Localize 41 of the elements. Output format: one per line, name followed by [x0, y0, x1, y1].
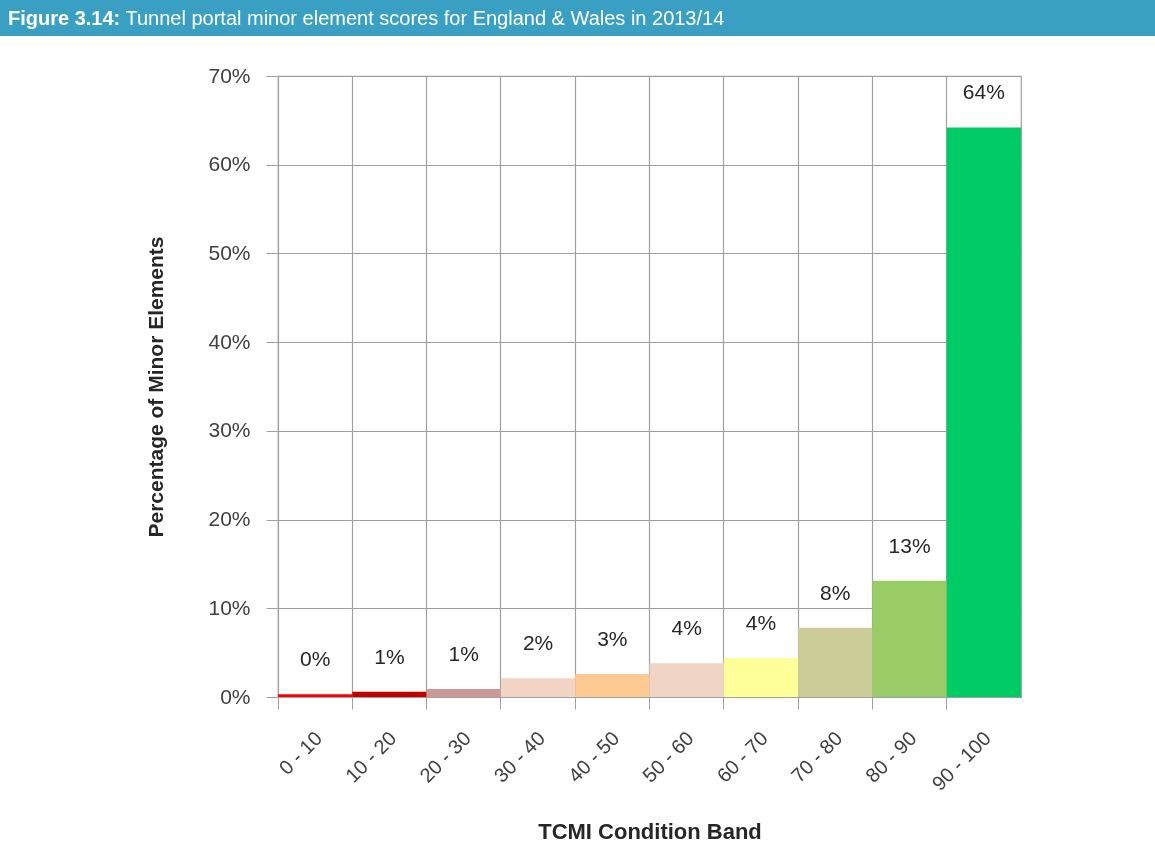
bar — [278, 694, 353, 697]
bar — [946, 127, 1021, 697]
y-tick-label: 10% — [208, 595, 251, 619]
y-tick-label: 70% — [208, 63, 251, 87]
y-tick-label: 20% — [208, 507, 251, 531]
data-label: 13% — [888, 533, 931, 557]
x-tick-label: 50 - 60 — [638, 727, 698, 787]
bar — [352, 691, 427, 697]
x-tick-label: 0 - 10 — [274, 727, 327, 779]
data-label: 1% — [448, 642, 479, 666]
bar — [649, 663, 724, 697]
bar — [500, 678, 576, 697]
x-tick-label: 20 - 30 — [415, 727, 475, 787]
data-label: 1% — [374, 644, 405, 668]
y-tick-label: 0% — [220, 684, 251, 708]
x-tick-label: 10 - 20 — [340, 727, 401, 787]
y-tick-label: 50% — [208, 240, 251, 264]
y-tick-label: 40% — [208, 329, 251, 353]
y-axis-title: Percentage of Minor Elements — [144, 236, 168, 538]
chart-title: Figure 3.14: Tunnel portal minor element scores for England & Wales in 2013/14 — [0, 0, 1155, 36]
bar — [872, 580, 947, 697]
data-label: 64% — [962, 80, 1005, 104]
data-label: 2% — [522, 631, 554, 655]
data-label: 3% — [597, 626, 628, 650]
data-label: 8% — [820, 580, 851, 604]
x-tick-label: 70 - 80 — [786, 727, 847, 787]
data-label: 4% — [745, 610, 777, 634]
bar — [575, 673, 650, 697]
bar — [426, 689, 501, 697]
x-tick-label: 40 - 50 — [563, 727, 624, 787]
bar — [723, 657, 799, 697]
data-label: 0% — [299, 647, 331, 671]
data-label: 4% — [671, 616, 702, 640]
x-tick-label: 30 - 40 — [489, 727, 550, 787]
x-tick-label: 90 - 100 — [927, 727, 995, 795]
y-tick-label: 60% — [208, 152, 251, 176]
x-axis-title: TCMI Condition Band — [538, 819, 762, 845]
x-tick-label: 80 - 90 — [861, 727, 921, 787]
y-tick-label: 30% — [208, 418, 251, 442]
x-tick-label: 60 - 70 — [712, 727, 773, 787]
bar — [798, 627, 873, 697]
